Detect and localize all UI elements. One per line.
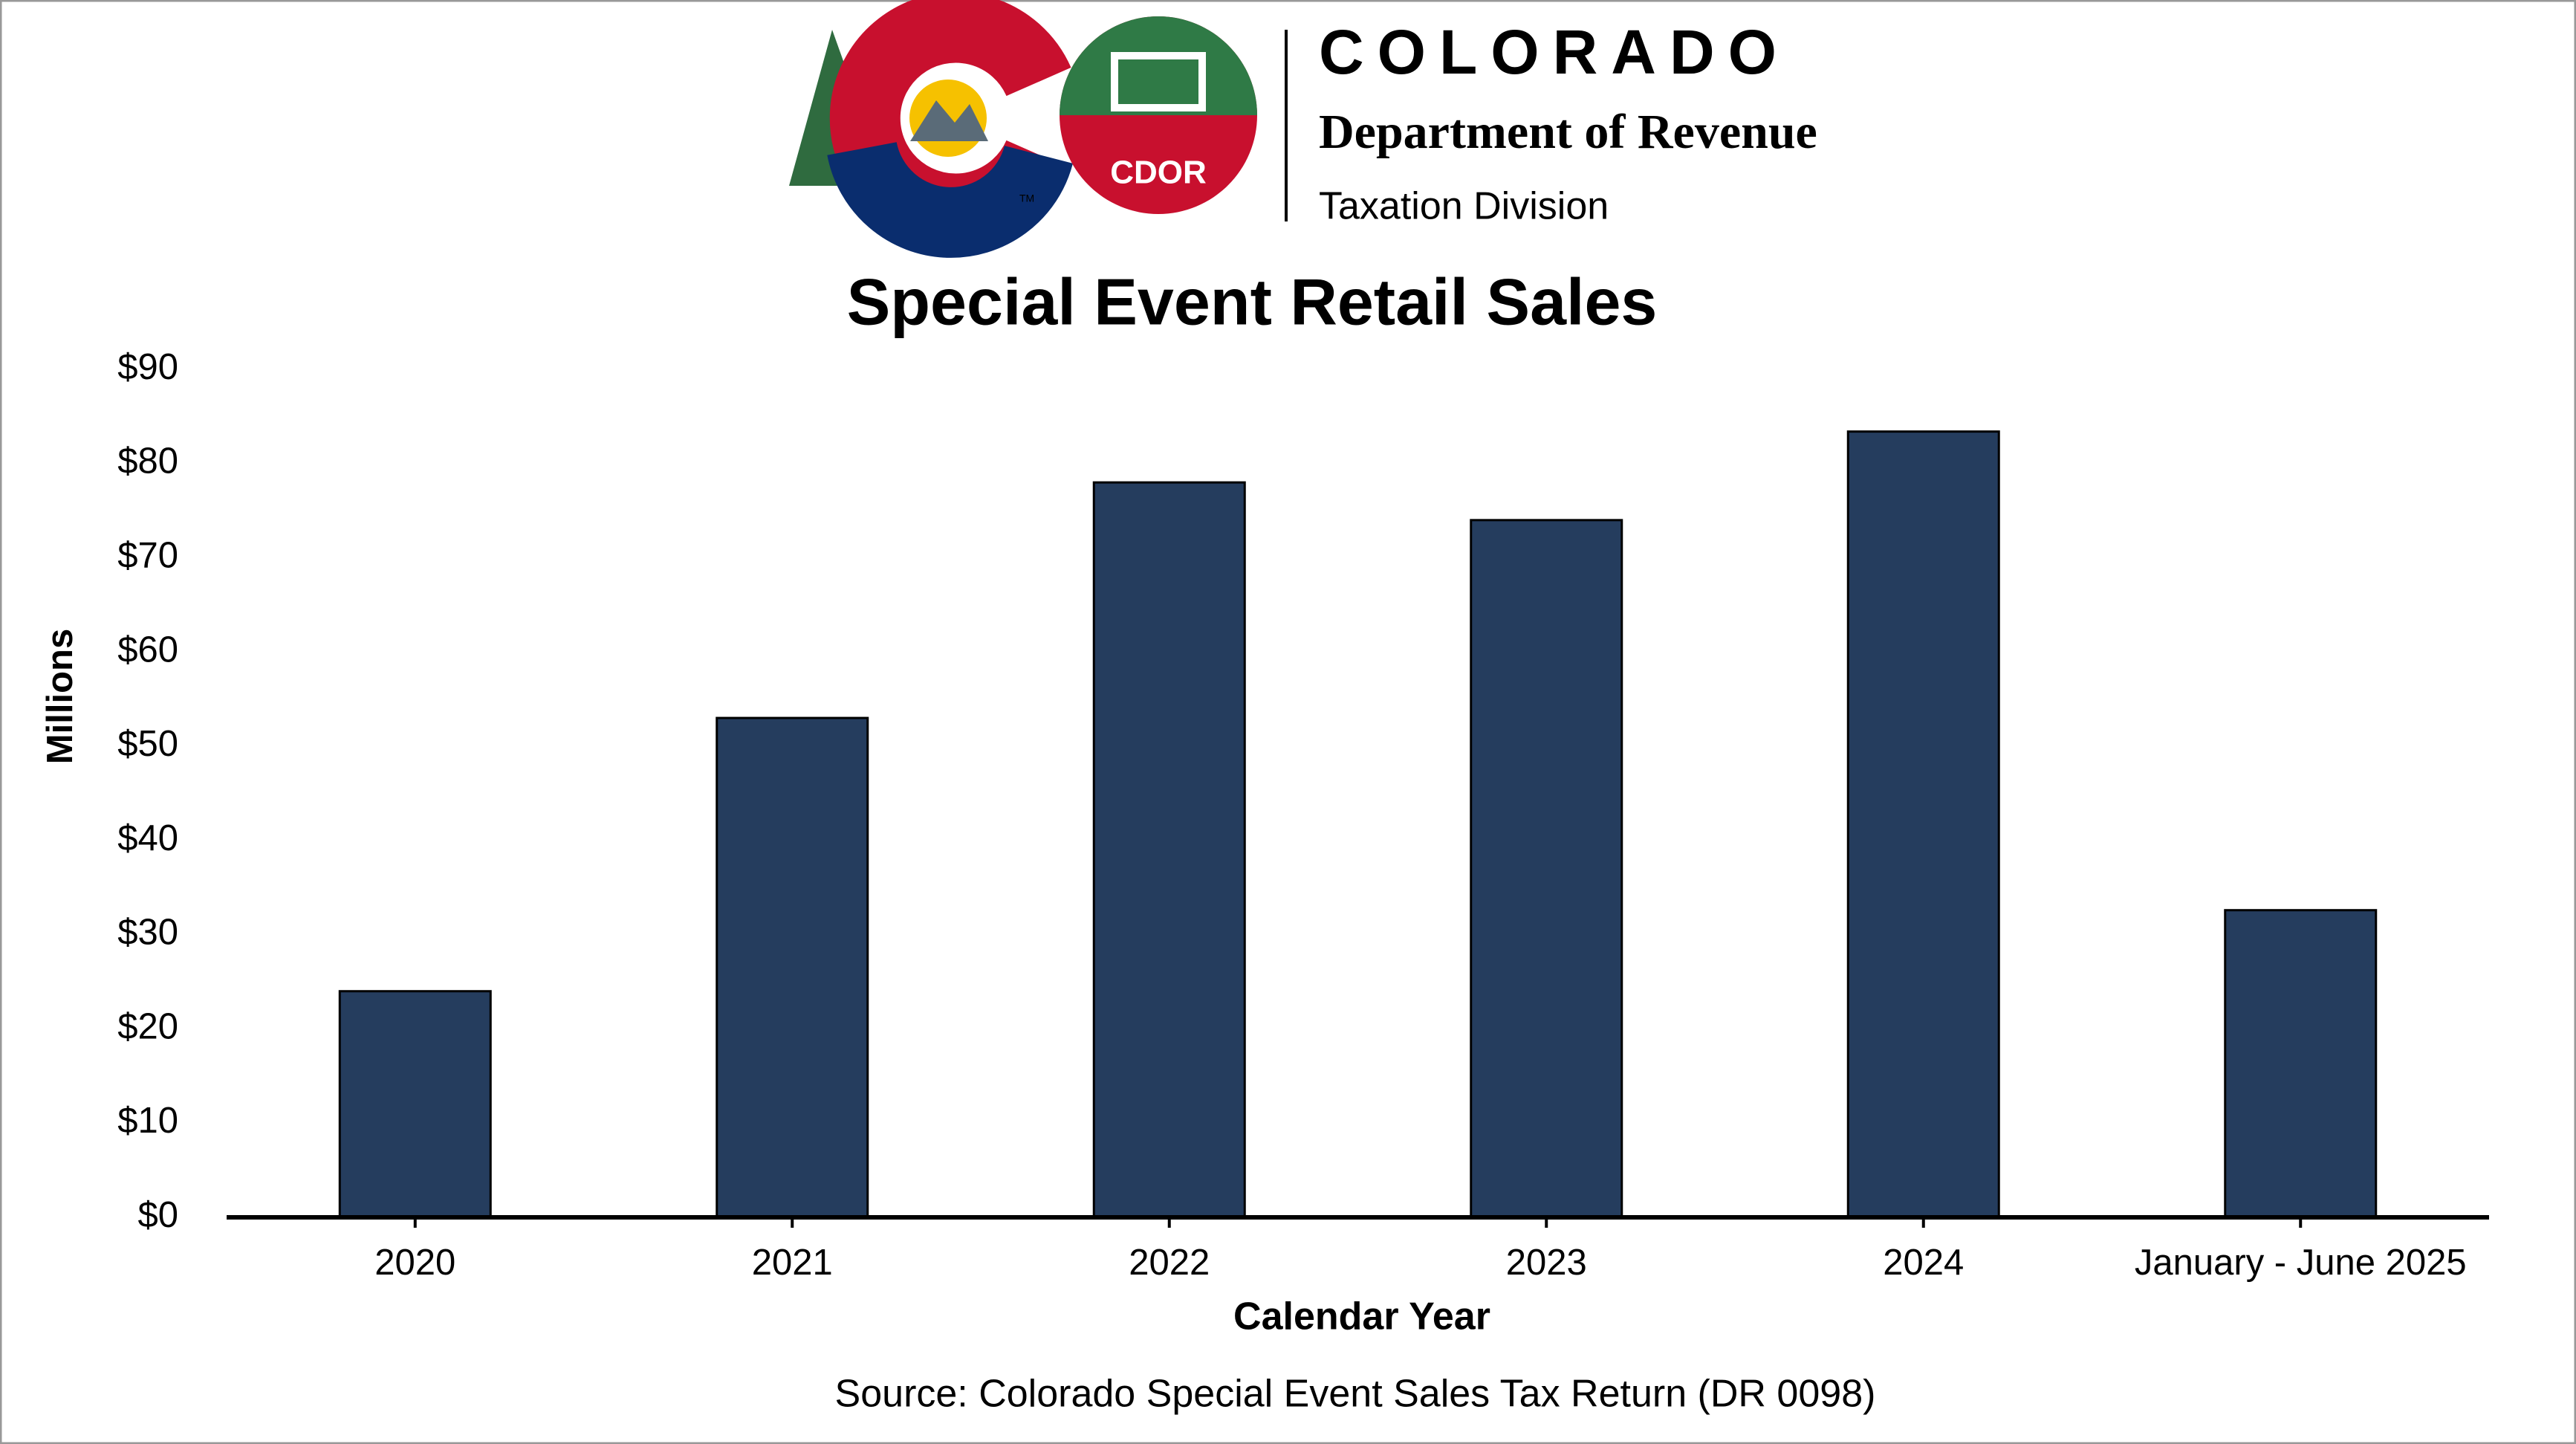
x-tick-label: 2022 [1129,1243,1210,1283]
trademark: TM [1019,192,1034,204]
y-tick-label: $30 [117,913,178,953]
y-tick-label: $70 [117,535,178,575]
y-tick-label: $60 [117,629,178,670]
cdor-building [1111,52,1206,111]
bar [1092,481,1246,1219]
bar [2224,909,2378,1219]
c-logo-blue [827,140,1073,258]
logo: CDOR TM COLORADO Department of Revenue T… [789,0,1817,258]
y-tick-label: $10 [117,1101,178,1141]
bar [338,990,492,1219]
division-name: Taxation Division [1319,185,1609,228]
chart-title: Special Event Retail Sales [847,265,1658,338]
badge-text: CDOR [1110,155,1207,191]
source-note: Source: Colorado Special Event Sales Tax… [835,1373,1876,1416]
bar [1470,519,1623,1219]
x-tick-label: January - June 2025 [2135,1243,2467,1283]
bar [716,716,869,1219]
x-tick-label: 2021 [752,1243,833,1283]
y-tick-label: $90 [117,347,178,387]
y-tick-label: $20 [117,1006,178,1046]
cdor-badge-green [1060,16,1257,115]
x-tick-label: 2020 [374,1243,455,1283]
y-tick-label: $50 [117,724,178,764]
c-logo-mountains [910,100,988,141]
x-axis-label: Calendar Year [1233,1295,1490,1338]
x-tick-label: 2023 [1506,1243,1587,1283]
y-tick-label: $80 [117,441,178,482]
department-name: Department of Revenue [1319,105,1817,159]
y-axis-label: Millions [40,629,80,764]
x-tick-label: 2024 [1883,1243,1964,1283]
y-tick-label: $0 [137,1195,178,1235]
bar [1846,430,2000,1219]
state-name: COLORADO [1319,17,1790,87]
y-tick-label: $40 [117,818,178,858]
